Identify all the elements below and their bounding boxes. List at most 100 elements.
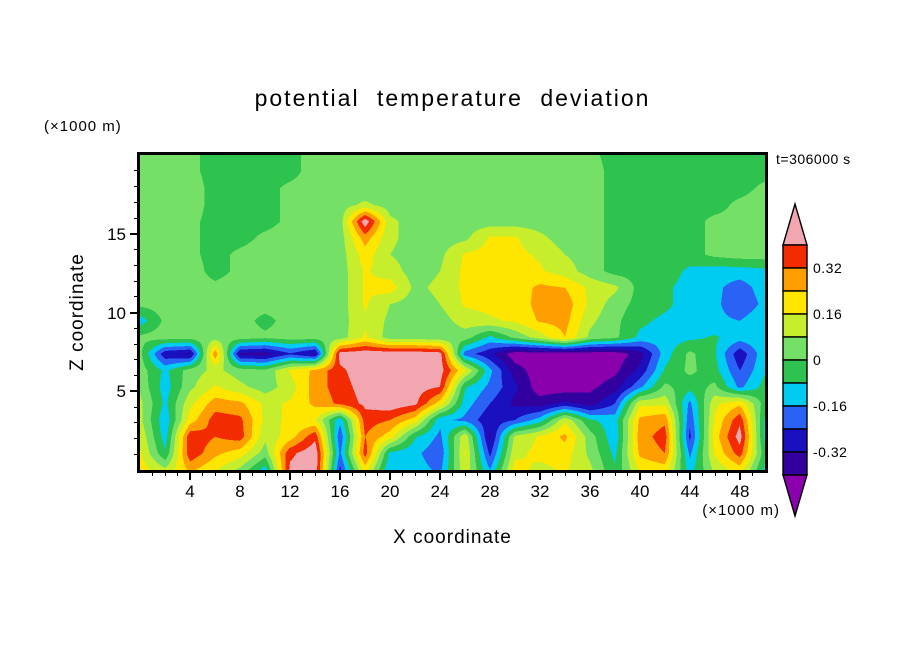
- x-minor-tick: [414, 473, 416, 476]
- x-tick-label: 4: [185, 482, 195, 501]
- x-minor-tick: [352, 473, 353, 476]
- colorbar-scale: [782, 201, 808, 519]
- colorbar-top-arrow: [782, 201, 808, 246]
- y-minor-tick: [134, 327, 137, 329]
- y-minor-tick: [134, 217, 137, 219]
- x-minor-tick: [677, 473, 678, 476]
- x-minor-tick: [727, 473, 728, 476]
- colorbar-bottom-arrow: [782, 474, 808, 519]
- x-tick-label: 28: [480, 482, 500, 501]
- x-minor-tick: [714, 473, 716, 476]
- x-minor-tick: [477, 473, 478, 476]
- x-minor-tick: [464, 473, 466, 476]
- x-axis-unit-label: (×1000 m): [702, 502, 780, 519]
- x-minor-tick: [602, 473, 603, 476]
- x-minor-tick: [177, 473, 178, 476]
- x-minor-tick: [314, 473, 316, 476]
- y-axis-unit-label: (×1000 m): [44, 118, 122, 135]
- x-minor-tick: [264, 473, 266, 476]
- colorbar-label: 0: [813, 352, 822, 368]
- x-minor-tick: [202, 473, 203, 476]
- x-minor-tick: [164, 473, 166, 476]
- y-major-tick: [130, 311, 137, 314]
- x-minor-tick: [377, 473, 378, 476]
- colorbar-box: [782, 290, 808, 315]
- colorbar-box: [782, 382, 808, 407]
- x-minor-tick: [527, 473, 528, 476]
- x-minor-tick: [664, 473, 666, 476]
- x-minor-tick: [552, 473, 553, 476]
- x-tick-label: 32: [530, 482, 550, 501]
- x-tick-label: 12: [280, 482, 300, 501]
- y-tick-label: 15: [107, 224, 126, 244]
- colorbar-label: -0.32: [813, 444, 848, 460]
- y-minor-tick: [134, 453, 137, 455]
- x-major-tick: [739, 473, 741, 480]
- x-minor-tick: [502, 473, 503, 476]
- x-major-tick: [439, 473, 441, 480]
- colorbar-box: [782, 428, 808, 453]
- x-major-tick: [589, 473, 591, 480]
- y-minor-tick: [134, 343, 137, 345]
- colorbar-label: -0.16: [813, 398, 848, 414]
- contour-field-canvas: [140, 155, 765, 470]
- x-tick-label: 8: [235, 482, 245, 501]
- y-major-tick: [130, 390, 137, 393]
- x-minor-tick: [252, 473, 253, 476]
- plot-frame: [137, 152, 768, 473]
- colorbar-box: [782, 405, 808, 430]
- x-tick-label: 48: [730, 482, 750, 501]
- colorbar-box: [782, 359, 808, 384]
- y-minor-tick: [134, 406, 137, 408]
- x-major-tick: [689, 473, 691, 480]
- x-minor-tick: [152, 473, 153, 476]
- y-minor-tick: [134, 201, 137, 203]
- x-minor-tick: [402, 473, 403, 476]
- y-minor-tick: [134, 438, 137, 439]
- y-minor-tick: [134, 280, 137, 282]
- x-minor-tick: [614, 473, 616, 476]
- x-tick-label: 36: [580, 482, 600, 501]
- x-minor-tick: [427, 473, 428, 476]
- colorbar-box: [782, 336, 808, 361]
- x-minor-tick: [277, 473, 278, 476]
- colorbar-box: [782, 267, 808, 292]
- x-major-tick: [289, 473, 291, 480]
- y-axis-label: Z coordinate: [67, 253, 88, 371]
- x-tick-label: 40: [630, 482, 650, 501]
- x-minor-tick: [627, 473, 628, 476]
- x-major-tick: [239, 473, 241, 480]
- y-minor-tick: [134, 375, 137, 376]
- x-minor-tick: [752, 473, 753, 476]
- colorbar-box: [782, 313, 808, 338]
- x-major-tick: [639, 473, 641, 480]
- x-minor-tick: [452, 473, 453, 476]
- colorbar-label: 0.16: [813, 306, 843, 322]
- x-major-tick: [339, 473, 341, 480]
- x-minor-tick: [327, 473, 328, 476]
- y-tick-label: 5: [116, 382, 126, 402]
- x-minor-tick: [514, 473, 516, 476]
- x-minor-tick: [702, 473, 703, 476]
- x-major-tick: [489, 473, 491, 480]
- x-tick-label: 44: [680, 482, 700, 501]
- x-major-tick: [389, 473, 391, 480]
- x-minor-tick: [564, 473, 566, 476]
- x-minor-tick: [214, 473, 216, 476]
- colorbar-box: [782, 451, 808, 476]
- y-minor-tick: [134, 359, 137, 361]
- x-tick-label: 20: [380, 482, 400, 501]
- x-tick-label: 16: [330, 482, 350, 501]
- x-minor-tick: [577, 473, 578, 476]
- x-minor-tick: [652, 473, 653, 476]
- colorbar-label: 0.32: [813, 260, 843, 276]
- y-minor-tick: [134, 170, 137, 172]
- page-title: potential temperature deviation: [254, 85, 651, 111]
- time-annotation: t=306000 s: [776, 151, 851, 167]
- x-minor-tick: [227, 473, 228, 476]
- x-axis-label: X coordinate: [393, 527, 512, 548]
- y-tick-label: 10: [107, 303, 126, 323]
- y-minor-tick: [134, 296, 137, 298]
- x-major-tick: [189, 473, 191, 480]
- x-major-tick: [539, 473, 541, 480]
